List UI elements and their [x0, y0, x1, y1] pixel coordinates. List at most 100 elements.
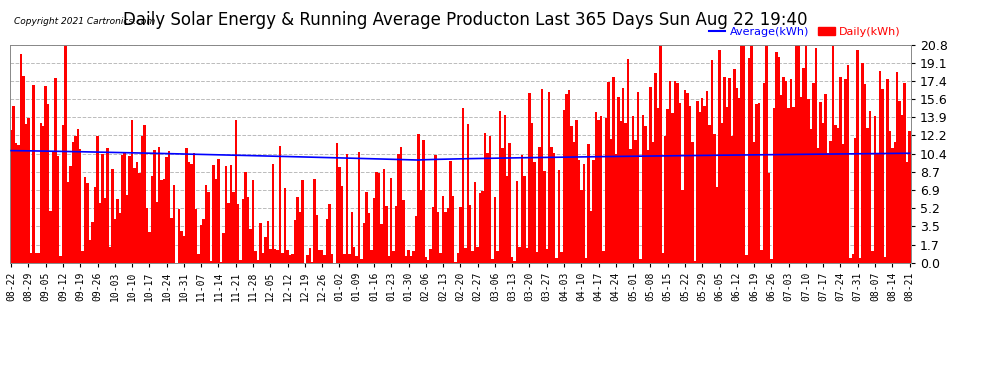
Bar: [479, 193, 481, 262]
Bar: [716, 187, 719, 262]
Bar: [610, 139, 612, 262]
Bar: [64, 45, 66, 262]
Bar: [188, 162, 190, 262]
Bar: [432, 207, 435, 262]
Bar: [324, 255, 326, 262]
Bar: [301, 180, 304, 262]
Bar: [706, 91, 709, 262]
Legend: Average(kWh), Daily(kWh): Average(kWh), Daily(kWh): [704, 22, 905, 41]
Bar: [99, 203, 101, 262]
Bar: [896, 72, 899, 262]
Bar: [630, 148, 632, 262]
Bar: [420, 190, 422, 262]
Bar: [817, 148, 820, 262]
Bar: [524, 176, 526, 262]
Bar: [207, 192, 210, 262]
Bar: [595, 112, 597, 262]
Bar: [461, 108, 464, 262]
Bar: [666, 110, 669, 262]
Bar: [904, 82, 906, 262]
Bar: [195, 209, 197, 262]
Bar: [365, 192, 368, 262]
Bar: [339, 167, 341, 262]
Bar: [731, 135, 733, 262]
Bar: [572, 142, 575, 262]
Bar: [217, 159, 220, 262]
Bar: [69, 166, 71, 262]
Bar: [355, 256, 358, 262]
Bar: [61, 125, 64, 262]
Bar: [314, 179, 316, 262]
Bar: [659, 45, 661, 262]
Bar: [856, 50, 859, 262]
Bar: [210, 261, 212, 262]
Bar: [129, 156, 131, 262]
Bar: [509, 143, 511, 262]
Bar: [35, 253, 37, 262]
Bar: [649, 87, 651, 262]
Bar: [309, 248, 311, 262]
Bar: [353, 247, 355, 262]
Bar: [372, 198, 375, 262]
Bar: [544, 171, 545, 262]
Bar: [494, 197, 496, 262]
Bar: [830, 141, 832, 262]
Bar: [76, 129, 79, 262]
Bar: [148, 232, 150, 262]
Bar: [377, 174, 380, 262]
Bar: [755, 104, 757, 262]
Bar: [370, 250, 372, 262]
Bar: [299, 212, 301, 262]
Bar: [417, 134, 420, 262]
Bar: [622, 88, 625, 262]
Bar: [541, 89, 544, 262]
Bar: [474, 182, 476, 262]
Bar: [506, 176, 509, 262]
Bar: [476, 247, 479, 262]
Bar: [139, 172, 141, 262]
Bar: [555, 258, 557, 262]
Bar: [654, 73, 656, 262]
Bar: [86, 183, 89, 262]
Bar: [552, 153, 555, 262]
Bar: [449, 160, 451, 262]
Bar: [158, 147, 160, 262]
Bar: [150, 176, 153, 262]
Bar: [906, 162, 909, 262]
Bar: [42, 126, 45, 262]
Bar: [144, 125, 146, 262]
Bar: [757, 103, 760, 262]
Bar: [560, 252, 562, 262]
Bar: [385, 206, 387, 262]
Bar: [50, 211, 51, 262]
Bar: [802, 68, 805, 262]
Bar: [481, 192, 484, 262]
Bar: [590, 211, 592, 262]
Bar: [729, 78, 731, 262]
Bar: [40, 123, 42, 262]
Bar: [422, 140, 425, 262]
Bar: [844, 80, 846, 262]
Bar: [91, 222, 94, 262]
Bar: [116, 200, 119, 262]
Bar: [511, 256, 514, 262]
Bar: [12, 106, 15, 262]
Bar: [504, 115, 506, 262]
Bar: [237, 204, 240, 262]
Bar: [859, 258, 861, 262]
Bar: [790, 79, 792, 262]
Bar: [815, 48, 817, 262]
Bar: [762, 83, 765, 262]
Bar: [795, 45, 797, 262]
Bar: [597, 120, 600, 262]
Bar: [726, 107, 729, 262]
Bar: [899, 101, 901, 262]
Bar: [183, 236, 185, 262]
Bar: [395, 206, 397, 262]
Text: Copyright 2021 Cartronics.com: Copyright 2021 Cartronics.com: [15, 17, 155, 26]
Bar: [760, 250, 762, 262]
Bar: [669, 81, 671, 262]
Bar: [840, 77, 842, 262]
Bar: [721, 123, 724, 262]
Bar: [869, 111, 871, 262]
